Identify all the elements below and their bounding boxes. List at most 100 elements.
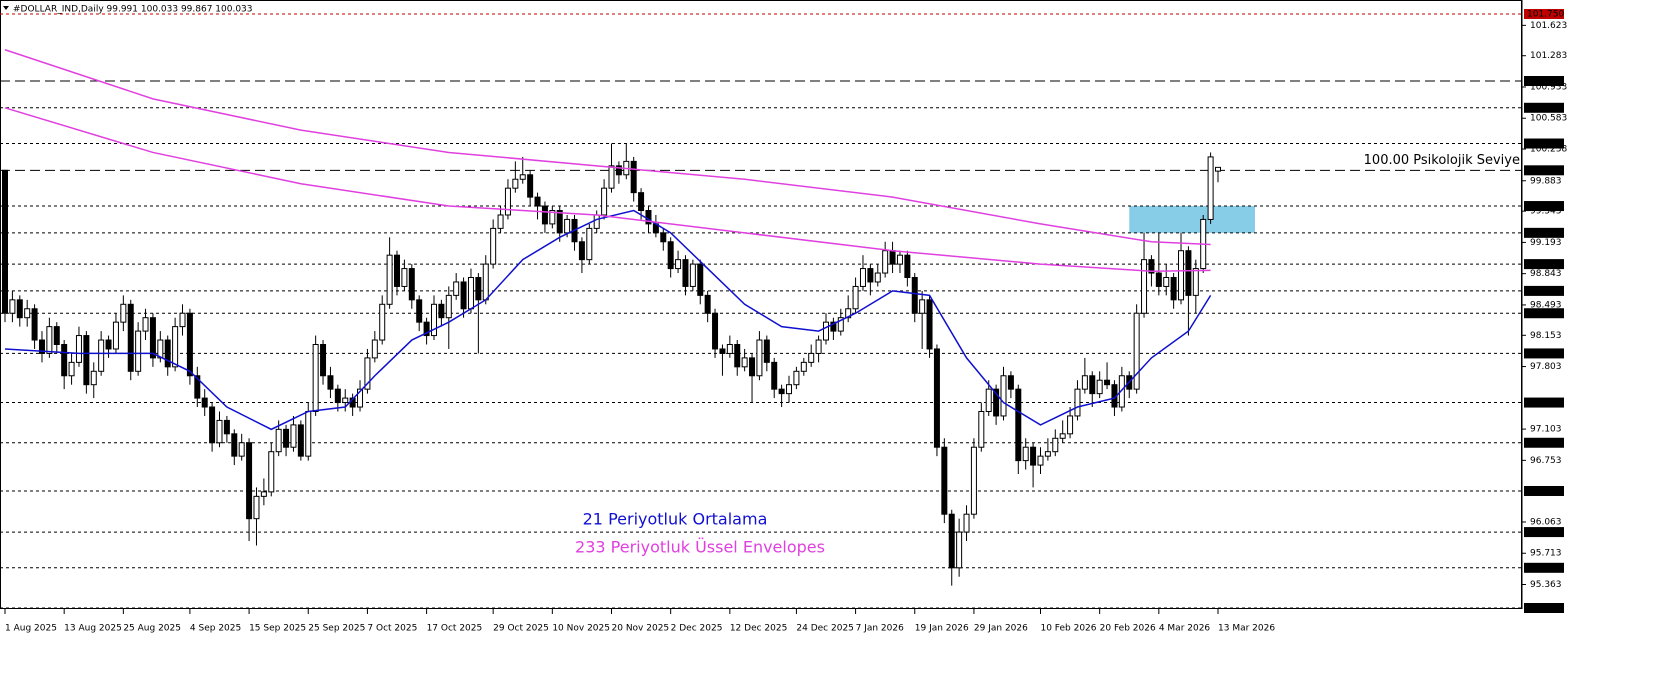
candle-body xyxy=(453,281,460,296)
candle-body xyxy=(475,277,482,301)
candle-body xyxy=(98,339,105,372)
candle-body xyxy=(689,263,696,287)
candle-body xyxy=(771,361,778,390)
x-tick-label: 2 Dec 2025 xyxy=(671,624,723,634)
y-tick-label: 99.193 xyxy=(1530,238,1562,248)
level-label-box xyxy=(1524,201,1564,212)
candle-body xyxy=(1081,375,1088,390)
candle-body xyxy=(379,303,386,341)
menu-arrow[interactable] xyxy=(3,6,9,10)
candle-body xyxy=(194,375,201,399)
x-tick-label: 24 Dec 2025 xyxy=(796,624,854,634)
candle-body xyxy=(1000,375,1007,417)
candle-body xyxy=(238,442,245,457)
level-label: 98.650 xyxy=(1527,286,1559,296)
candle-body xyxy=(31,308,38,341)
candle-body xyxy=(371,339,378,359)
candle-body xyxy=(401,268,408,287)
level-label: 99.300 xyxy=(1527,228,1559,238)
candle-body xyxy=(1207,156,1214,220)
candle-body xyxy=(246,442,253,520)
x-tick-label: 29 Jan 2026 xyxy=(974,624,1028,634)
candle-body xyxy=(756,339,763,377)
candle-body xyxy=(1059,433,1066,439)
candle-body xyxy=(445,294,452,319)
level-label: 98.950 xyxy=(1527,260,1559,270)
y-tick-label: 100.583 xyxy=(1530,114,1567,124)
candle-body xyxy=(364,357,371,390)
x-tick-label: 4 Mar 2026 xyxy=(1159,624,1211,634)
candle-body xyxy=(305,410,312,457)
level-label: 100.700 xyxy=(1527,103,1564,113)
x-tick-label: 4 Sep 2025 xyxy=(190,624,241,634)
zone xyxy=(1129,206,1255,233)
level-label-box xyxy=(1524,603,1564,613)
x-tick-label: 10 Nov 2025 xyxy=(552,624,610,634)
candle-body xyxy=(46,326,53,354)
candle-body xyxy=(1030,446,1037,466)
candle-body xyxy=(638,192,645,212)
level-label-box xyxy=(1524,308,1564,319)
candle-body xyxy=(1163,277,1170,287)
candle-body xyxy=(726,343,733,354)
y-tick-label: 95.713 xyxy=(1530,549,1562,559)
x-tick-label: 15 Sep 2025 xyxy=(249,624,306,634)
candle-body xyxy=(527,174,534,198)
candle-body xyxy=(845,308,852,319)
candle-body xyxy=(290,424,297,448)
y-tick-label: 96.753 xyxy=(1530,456,1562,466)
y-tick-label: 97.103 xyxy=(1530,425,1562,435)
candle-body xyxy=(763,339,770,363)
candle-body xyxy=(260,491,267,497)
y-tick-label: 99.543 xyxy=(1530,207,1562,217)
candle-body xyxy=(985,388,992,412)
candle-body xyxy=(859,268,866,287)
candle-body xyxy=(24,308,31,319)
candle-body xyxy=(186,312,193,377)
y-tick-label: 98.493 xyxy=(1530,300,1562,310)
x-tick-label: 13 Mar 2026 xyxy=(1218,624,1275,634)
x-tick-label: 25 Aug 2025 xyxy=(123,624,181,634)
x-tick-label: 20 Nov 2025 xyxy=(612,624,670,634)
candle-body xyxy=(38,339,45,354)
candle-body xyxy=(1067,415,1074,435)
candle-body xyxy=(223,419,230,435)
level-label-box xyxy=(1524,9,1564,19)
candle-body xyxy=(667,241,674,270)
candle-body xyxy=(283,428,290,448)
candle-body xyxy=(830,321,837,332)
candle-body xyxy=(1170,277,1177,301)
level-label: 98.400 xyxy=(1527,309,1559,319)
candle-body xyxy=(1141,259,1148,314)
candle-body xyxy=(1037,455,1044,466)
level-label: 100.300 xyxy=(1527,139,1564,149)
y-tick-label: 95.363 xyxy=(1530,580,1562,590)
candle-body xyxy=(112,321,119,350)
level-label-box xyxy=(1524,227,1564,238)
candle-body xyxy=(793,370,800,386)
annotation: 233 Periyotluk Üssel Envelopes xyxy=(575,538,825,557)
candle-body xyxy=(822,321,829,341)
candle-body xyxy=(394,254,401,287)
candle-body xyxy=(275,428,282,453)
candle-body xyxy=(948,513,955,569)
candle-body xyxy=(482,263,489,301)
candle-body xyxy=(1185,250,1192,296)
candle-body xyxy=(601,187,608,216)
candle-body xyxy=(120,303,127,323)
candle-body xyxy=(75,335,82,363)
candle-body xyxy=(941,446,948,515)
candle-body xyxy=(135,330,142,372)
x-tick-label: 13 Aug 2025 xyxy=(64,624,122,634)
level-label-box xyxy=(1524,527,1564,538)
candle-body xyxy=(497,214,504,229)
candle-body xyxy=(556,210,563,234)
level-label-box xyxy=(1524,285,1564,296)
candle-body xyxy=(697,263,704,296)
candle-body xyxy=(867,268,874,283)
candle-body xyxy=(578,241,585,261)
candle-body xyxy=(933,348,940,448)
candle-body xyxy=(800,361,807,372)
y-tick-label: 98.843 xyxy=(1530,269,1562,279)
candle-body xyxy=(149,317,156,359)
